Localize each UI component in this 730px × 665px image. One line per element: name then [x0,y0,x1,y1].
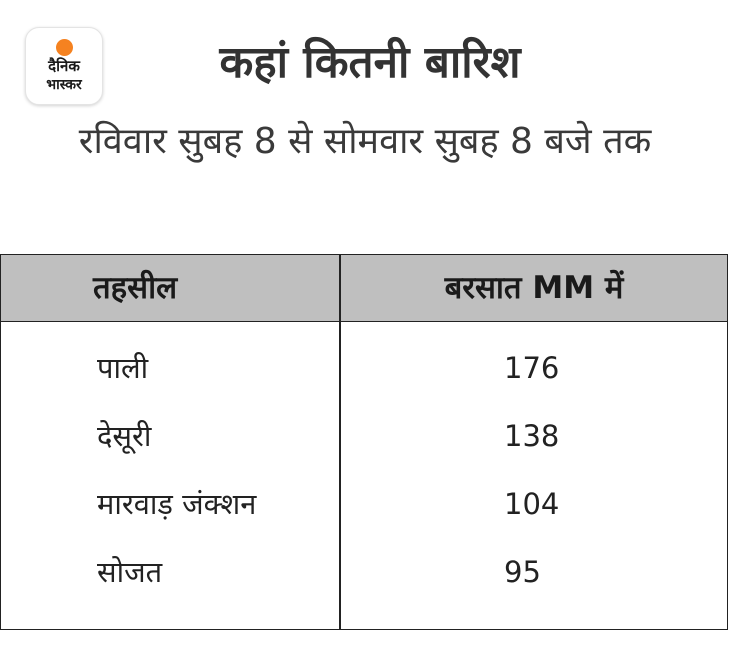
table-row: पाली 176 [1,334,727,402]
page-title: कहां कितनी बारिश [219,37,521,88]
rainfall-cell: 95 [504,555,541,589]
sun-icon [56,39,73,56]
table-row: मारवाड़ जंक्शन 104 [1,470,727,538]
table-row: देसूरी 138 [1,402,727,470]
table-header-row: तहसील बरसात MM में [1,255,727,322]
tehsil-cell: पाली [97,351,149,385]
rainfall-table: तहसील बरसात MM में पाली 176 देसूरी 138 म… [0,254,728,630]
column-header-rainfall: बरसात MM में [444,270,624,306]
tehsil-cell: मारवाड़ जंक्शन [97,487,257,521]
brand-name-line1: दैनिक [48,57,80,75]
tehsil-cell: सोजत [97,555,163,589]
table-row: सोजत 95 [1,538,727,606]
rainfall-cell: 104 [504,487,560,521]
page-subtitle: रविवार सुबह 8 से सोमवार सुबह 8 बजे तक [78,121,652,162]
rainfall-cell: 138 [504,419,560,453]
column-divider [339,255,341,629]
tehsil-cell: देसूरी [97,419,152,453]
column-header-tehsil: तहसील [93,270,178,306]
brand-logo: दैनिक भास्कर [25,27,103,105]
brand-name-line2: भास्कर [46,77,82,93]
rainfall-cell: 176 [504,351,560,385]
